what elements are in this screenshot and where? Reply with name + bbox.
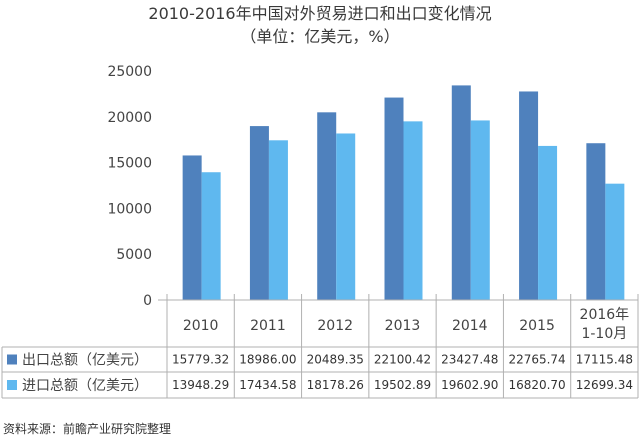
source-note: 资料来源：前瞻产业研究院整理 xyxy=(3,421,171,436)
table-cell-value: 19602.90 xyxy=(441,378,498,392)
bar-export xyxy=(384,97,404,300)
x-category-label: 2011 xyxy=(250,318,286,334)
chart-subtitle: （单位：亿美元，%） xyxy=(240,27,399,46)
table-cell-value: 23427.48 xyxy=(441,353,498,367)
data-table: 2010 2011 2012 2013 2014 2015 2016年 1-10月出口总额（亿… xyxy=(1,294,639,399)
y-tick-label: 25000 xyxy=(107,64,152,80)
y-axis: 0 5000 10000 15000 20000 25000 xyxy=(107,64,152,309)
bar-import xyxy=(470,120,490,300)
plot-area xyxy=(182,85,625,300)
table-cell-value: 16820.70 xyxy=(508,378,565,392)
table-cell-value: 22100.42 xyxy=(374,353,431,367)
table-cell-value: 12699.34 xyxy=(576,378,633,392)
bar-import xyxy=(605,183,625,300)
legend-swatch-import xyxy=(7,380,17,390)
table-cell-value: 17115.48 xyxy=(576,353,633,367)
table-cell-value: 18178.26 xyxy=(307,378,364,392)
legend-swatch-export xyxy=(7,354,17,365)
y-tick-label: 10000 xyxy=(107,201,152,217)
bar-export xyxy=(451,85,471,300)
bar-import xyxy=(403,121,423,300)
chart-title: 2010-2016年中国对外贸易进口和出口变化情况 xyxy=(148,4,491,23)
legend-label-export: 出口总额（亿美元） xyxy=(22,353,148,369)
x-category-label: 2013 xyxy=(385,318,421,334)
bar-import xyxy=(336,133,356,300)
bar-import xyxy=(538,145,558,300)
bar-export xyxy=(317,112,337,300)
table-cell-value: 20489.35 xyxy=(307,353,364,367)
table-cell-value: 15779.32 xyxy=(172,353,229,367)
bar-export xyxy=(586,143,606,300)
bar-export xyxy=(249,126,269,300)
x-category-label: 2014 xyxy=(452,318,488,334)
bar-export xyxy=(182,155,202,300)
bar-import xyxy=(268,140,288,300)
y-tick-label: 0 xyxy=(143,293,152,309)
table-cell-value: 19502.89 xyxy=(374,378,431,392)
table-cell-value: 18986.00 xyxy=(239,353,296,367)
legend-label-import: 进口总额（亿美元） xyxy=(22,378,148,394)
table-cell-value: 13948.29 xyxy=(172,378,229,392)
table-cell-value: 17434.58 xyxy=(239,378,296,392)
y-tick-label: 20000 xyxy=(107,110,152,126)
bar-import xyxy=(201,172,221,300)
table-cell-value: 22765.74 xyxy=(508,353,565,367)
y-tick-label: 5000 xyxy=(116,247,152,263)
bar-export xyxy=(519,91,539,300)
x-category-label: 2010 xyxy=(183,318,219,334)
x-category-label: 2012 xyxy=(317,318,353,334)
x-category-label: 2015 xyxy=(519,318,555,334)
y-tick-label: 15000 xyxy=(107,156,152,172)
x-category-label: 2016年 1-10月 xyxy=(580,307,630,342)
